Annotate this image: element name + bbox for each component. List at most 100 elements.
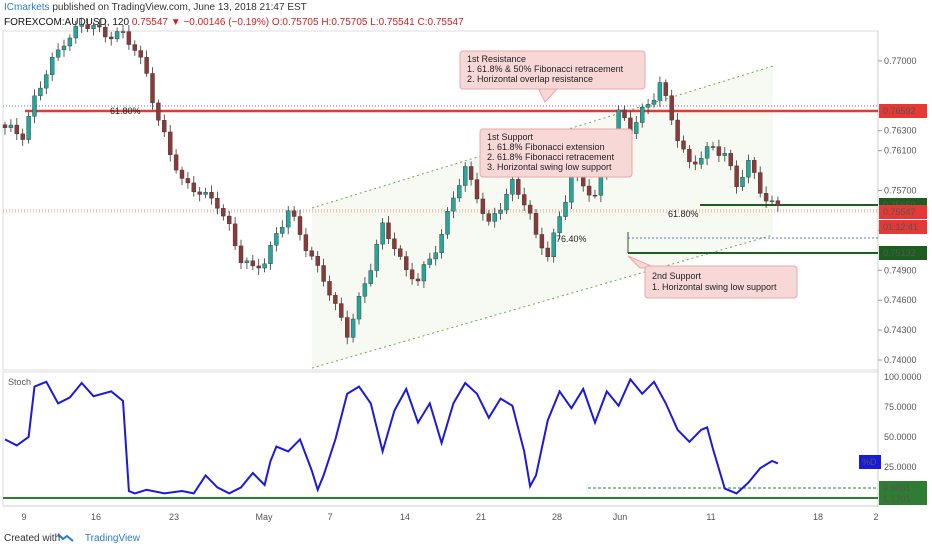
price-tick-5: 0.74900 (884, 265, 917, 275)
candle-11 (67, 34, 73, 51)
candle-21 (126, 24, 132, 50)
candle-93 (551, 228, 556, 263)
candle-84 (498, 203, 503, 220)
candle-24 (144, 50, 149, 77)
candle-12 (73, 20, 79, 44)
candle-127 (752, 157, 757, 179)
tradingview-link[interactable]: TradingView (84, 533, 140, 544)
price-tick-2: 0.76100 (884, 146, 917, 156)
last-price: 0.75547 (131, 17, 168, 28)
time-tick-7: 28 (552, 512, 562, 522)
down-arrow-icon: ▼ (170, 17, 181, 28)
candle-33 (197, 186, 202, 202)
resistance-price-label: 0.76592 (883, 106, 916, 116)
support1-box (479, 128, 633, 178)
candle-107 (634, 116, 639, 140)
candle-108 (640, 103, 645, 128)
candle-115 (681, 135, 686, 153)
support2-title: 2nd Support (652, 271, 702, 281)
candle-58 (345, 310, 350, 345)
countdown-badge (879, 220, 927, 234)
time-tick-10: 18 (813, 512, 823, 522)
candle-43 (256, 258, 261, 276)
ohlc-values: O:0.75705 H:0.75705 L:0.75541 C:0.75547 (271, 17, 464, 28)
candle-83 (492, 207, 497, 228)
candle-1 (8, 119, 14, 132)
candle-66 (392, 232, 397, 256)
stoch-level-lower-label: 1.1701 (883, 494, 911, 504)
symbol-label: FOREXCOM:AUDUSD, 120 (4, 17, 130, 28)
countdown-label: 01:12:41 (883, 222, 918, 232)
candle-67 (398, 245, 403, 260)
resistance-annotation: 1st Resistance 1. 61.8% & 50% Fibonacci … (459, 50, 646, 103)
time-tick-9: 11 (706, 512, 715, 522)
candle-95 (563, 195, 568, 221)
candle-125 (740, 170, 745, 191)
candle-55 (327, 275, 332, 301)
candle-70 (415, 273, 421, 286)
candle-120 (710, 141, 716, 151)
candle-118 (699, 151, 704, 169)
candle-123 (728, 149, 733, 171)
current-price-label: 0.75547 (883, 207, 916, 217)
candle-99 (586, 179, 592, 202)
fib-label-support: 61.80% (668, 209, 699, 219)
candle-28 (167, 124, 173, 162)
candle-54 (321, 258, 326, 287)
candle-63 (374, 239, 379, 278)
candle-16 (97, 19, 102, 33)
candle-111 (657, 76, 663, 107)
candle-92 (545, 241, 550, 262)
stoch-level-upper-label: 9.6061 (883, 483, 911, 493)
candle-126 (746, 154, 751, 184)
candle-90 (533, 208, 539, 239)
tradingview-logo-icon (57, 533, 74, 542)
candle-49 (291, 206, 297, 222)
stoch-level-upper-badge (879, 481, 927, 494)
candle-52 (309, 246, 314, 260)
resistance-box (459, 50, 646, 90)
candle-105 (622, 105, 627, 121)
footer: Created with TradingView (4, 533, 140, 544)
candle-71 (421, 261, 427, 288)
stoch-series-badge (859, 455, 881, 469)
time-tick-8: Jun (613, 512, 628, 522)
publish-info: ICmarkets published on TradingView.com, … (4, 2, 307, 13)
candle-50 (297, 209, 303, 241)
symbol-info: FOREXCOM:AUDUSD, 120 0.75547 ▼ −0.00146 … (4, 17, 464, 28)
candle-18 (108, 31, 114, 46)
candle-114 (675, 113, 680, 148)
candle-35 (209, 185, 214, 205)
candle-78 (463, 162, 468, 192)
candle-56 (333, 292, 338, 311)
channel-fill (312, 66, 773, 368)
price-tick-7: 0.74300 (884, 325, 917, 335)
candle-2 (14, 118, 20, 141)
candle-5 (32, 89, 37, 124)
candle-100 (592, 189, 598, 199)
candle-121 (716, 139, 722, 162)
candle-38 (226, 210, 232, 231)
candle-61 (362, 277, 368, 303)
fib-label-resistance: 61.80% (110, 106, 141, 116)
price-tick-1: 0.76300 (884, 126, 917, 136)
candle-60 (356, 292, 362, 325)
time-tick-11: 2 (873, 512, 878, 522)
candle-27 (162, 114, 167, 137)
stoch-level-lower-badge (879, 492, 927, 505)
candle-131 (775, 196, 781, 212)
candle-81 (480, 192, 486, 221)
brand-name[interactable]: ICmarkets (4, 2, 50, 13)
candles-group (2, 17, 781, 345)
published-text: published on TradingView.com, June 13, 2… (52, 2, 307, 13)
stoch-tick-2: 50.0000 (884, 432, 917, 442)
candle-119 (704, 142, 710, 166)
candle-47 (280, 220, 285, 238)
support1-title: 1st Support (487, 132, 534, 142)
candle-6 (38, 81, 43, 101)
candle-124 (734, 160, 739, 194)
candle-7 (44, 70, 49, 95)
candle-39 (232, 216, 238, 250)
stoch-tick-labels: 100.0000 75.0000 50.0000 25.0000 (884, 372, 922, 472)
